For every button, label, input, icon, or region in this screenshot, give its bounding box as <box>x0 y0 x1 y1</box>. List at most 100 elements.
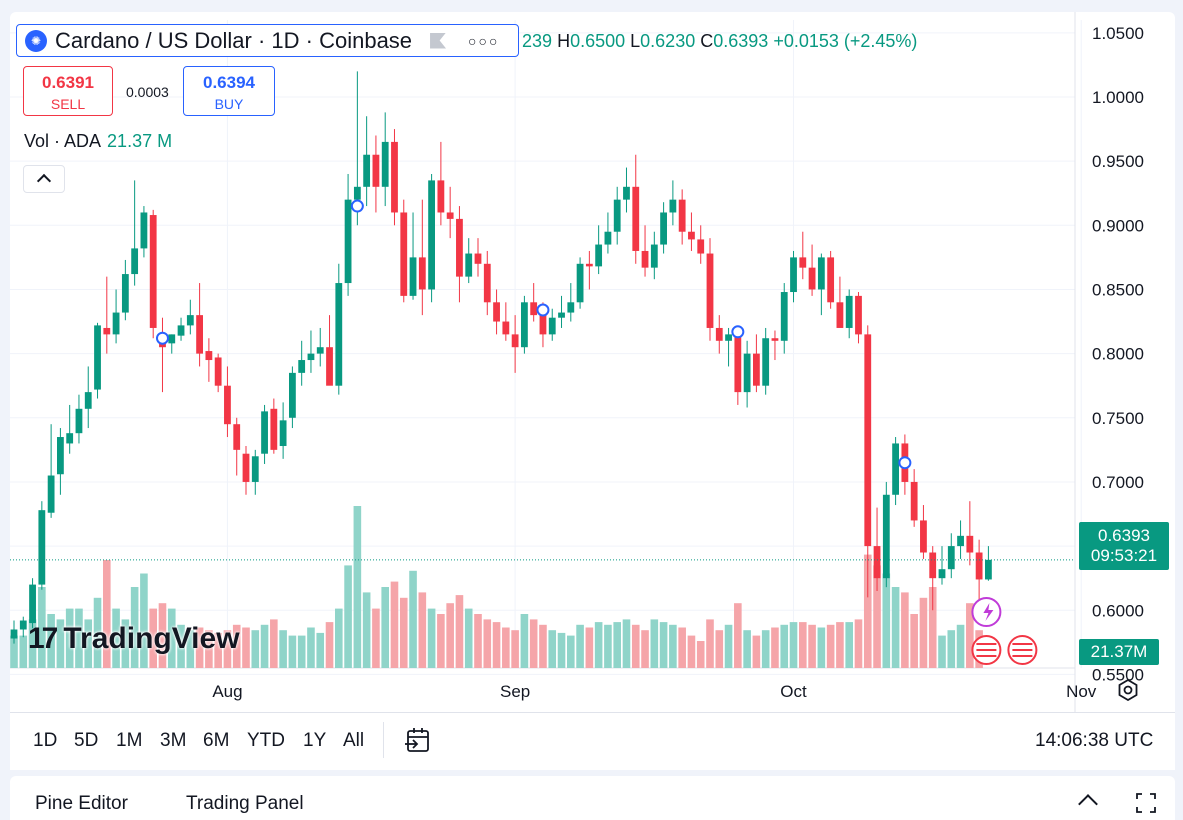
price-chart[interactable]: 1.0500 1.0000 0.9500 0.9000 0.8500 0.8000 0.75… <box>0 0 1183 712</box>
candle-body <box>975 552 983 580</box>
buy-button[interactable]: 0.6394 BUY <box>183 66 275 116</box>
utc-clock[interactable]: 14:06:38 UTC <box>1035 730 1154 751</box>
candle-body <box>10 629 18 639</box>
candle-body <box>678 199 686 232</box>
candle-body <box>456 218 463 277</box>
volume-bar <box>808 624 816 668</box>
candle-body <box>38 510 46 585</box>
volume-bar <box>715 630 724 668</box>
candle-body <box>650 244 658 268</box>
candle-body <box>947 546 955 570</box>
bottom-panel-bar <box>10 776 1175 820</box>
volume-bar <box>594 622 603 668</box>
volume-bar <box>214 632 222 668</box>
last-price-value: 0.6393 <box>1098 526 1150 545</box>
volume-bar <box>752 635 761 668</box>
flag-stripes <box>1012 643 1033 657</box>
volume-bar <box>418 592 427 668</box>
low-label: L <box>630 31 641 51</box>
candle-body <box>623 186 630 200</box>
candle-body <box>75 408 83 434</box>
symbol-title[interactable]: Cardano / US Dollar · 1D · Coinbase <box>55 27 413 53</box>
candle-body <box>344 199 352 284</box>
flag-icon[interactable] <box>430 32 447 49</box>
candle-body <box>326 347 333 386</box>
candle-body <box>186 315 194 326</box>
volume-bar <box>502 627 510 668</box>
volume-bar <box>928 587 937 668</box>
candle-body <box>929 552 937 579</box>
range-3m-button[interactable]: 3M <box>160 730 187 751</box>
range-1y-button[interactable]: 1Y <box>303 730 327 751</box>
change-value: +0.0153 (+2.45%) <box>773 31 918 51</box>
volume-bar <box>56 619 65 668</box>
candle-body <box>307 353 315 361</box>
more-options-icon[interactable]: ○○○ <box>468 32 500 49</box>
volume-bar <box>390 581 399 668</box>
range-5d-button[interactable]: 5D <box>74 730 99 751</box>
range-1m-button[interactable]: 1M <box>116 730 143 751</box>
range-1d-button[interactable]: 1D <box>33 730 58 751</box>
range-6m-button[interactable]: 6M <box>203 730 230 751</box>
volume-bar <box>492 622 501 668</box>
volume-bar <box>520 614 529 668</box>
candle-body <box>558 312 565 318</box>
y-tick-label: 0.7500 <box>1092 409 1144 428</box>
candle-body <box>474 253 482 264</box>
x-tick-label: Sep <box>500 682 530 701</box>
candle-body <box>511 334 519 348</box>
candle-body <box>576 263 584 303</box>
volume-bar <box>130 587 139 668</box>
volume-legend[interactable]: Vol · ADA 21.37 M <box>24 131 172 152</box>
tab-pine-editor[interactable]: Pine Editor <box>35 793 128 814</box>
volume-bar <box>557 632 566 668</box>
volume-bar <box>511 630 519 668</box>
tab-trading-panel[interactable]: Trading Panel <box>186 793 304 814</box>
date-range-icon[interactable] <box>403 726 433 756</box>
high-value: 0.6500 <box>570 31 626 51</box>
volume-bar <box>882 573 891 668</box>
range-all-button[interactable]: All <box>343 730 365 751</box>
buy-price: 0.6394 <box>203 73 255 92</box>
candle-body <box>196 315 203 354</box>
volume-bar <box>826 624 835 668</box>
volume-bar <box>65 608 74 668</box>
collapse-legend-button[interactable] <box>23 165 65 193</box>
volume-bar <box>28 619 37 668</box>
volume-bar <box>84 619 93 668</box>
event-marker-icon <box>155 331 169 345</box>
sell-button[interactable]: 0.6391 SELL <box>23 66 113 116</box>
candle-body <box>205 351 213 361</box>
candle-body <box>790 257 797 293</box>
y-tick-label: 0.6000 <box>1092 601 1144 620</box>
volume-bar <box>761 630 770 668</box>
volume-bar <box>789 622 798 668</box>
y-tick-label: 0.9000 <box>1092 216 1144 235</box>
candle-body <box>251 456 259 482</box>
volume-tag: 21.37M <box>1079 639 1159 665</box>
event-marker-icon <box>536 303 550 317</box>
candle-body <box>121 274 129 313</box>
range-ytd-button[interactable]: YTD <box>247 730 285 751</box>
maximize-panel-icon[interactable] <box>1135 792 1157 814</box>
candle-body <box>372 154 380 187</box>
volume-bar <box>613 622 621 668</box>
volume-bar <box>585 627 594 668</box>
candle-body <box>567 302 575 313</box>
volume-bar <box>910 614 918 668</box>
spread-value: 0.0003 <box>126 84 169 100</box>
volume-bar <box>529 619 538 668</box>
volume-bar <box>938 635 946 668</box>
volume-bar <box>687 635 696 668</box>
y-tick-label: 1.0000 <box>1092 88 1144 107</box>
candle-body <box>270 408 278 450</box>
tradingview-logo[interactable]: 17 TradingView <box>28 622 240 656</box>
volume-bar <box>297 635 306 668</box>
volume-bar <box>409 570 417 668</box>
volume-bar <box>901 592 909 668</box>
low-value: 0.6230 <box>640 31 696 51</box>
candle-body <box>446 212 454 219</box>
settings-gear-icon[interactable] <box>1117 679 1139 701</box>
volume-legend-label: Vol · ADA <box>24 131 102 151</box>
symbol-legend[interactable]: ✺ Cardano / US Dollar · 1D · Coinbase ○○… <box>16 24 519 57</box>
